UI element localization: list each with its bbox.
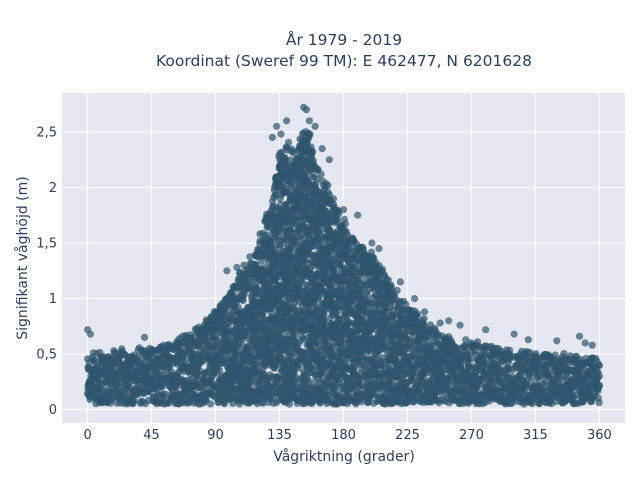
data-point [420,315,428,323]
data-point [206,400,214,408]
data-point [308,148,316,156]
data-point [341,220,349,228]
data-point [393,286,401,295]
data-point [305,129,313,137]
data-point [329,195,338,203]
chart-title-line-1: År 1979 - 2019 [286,30,402,49]
data-point [90,356,98,364]
data-point [285,138,293,146]
data-point [130,396,138,404]
data-point [239,297,247,305]
data-point [215,366,224,374]
data-point [414,310,422,318]
data-points [84,103,604,408]
data-point [240,290,248,299]
data-point [246,253,254,261]
data-point [324,181,332,190]
chart-title-line-2: Koordinat (Sweref 99 TM): E 462477, N 62… [156,52,532,70]
data-point [234,303,242,311]
data-point [317,170,325,178]
